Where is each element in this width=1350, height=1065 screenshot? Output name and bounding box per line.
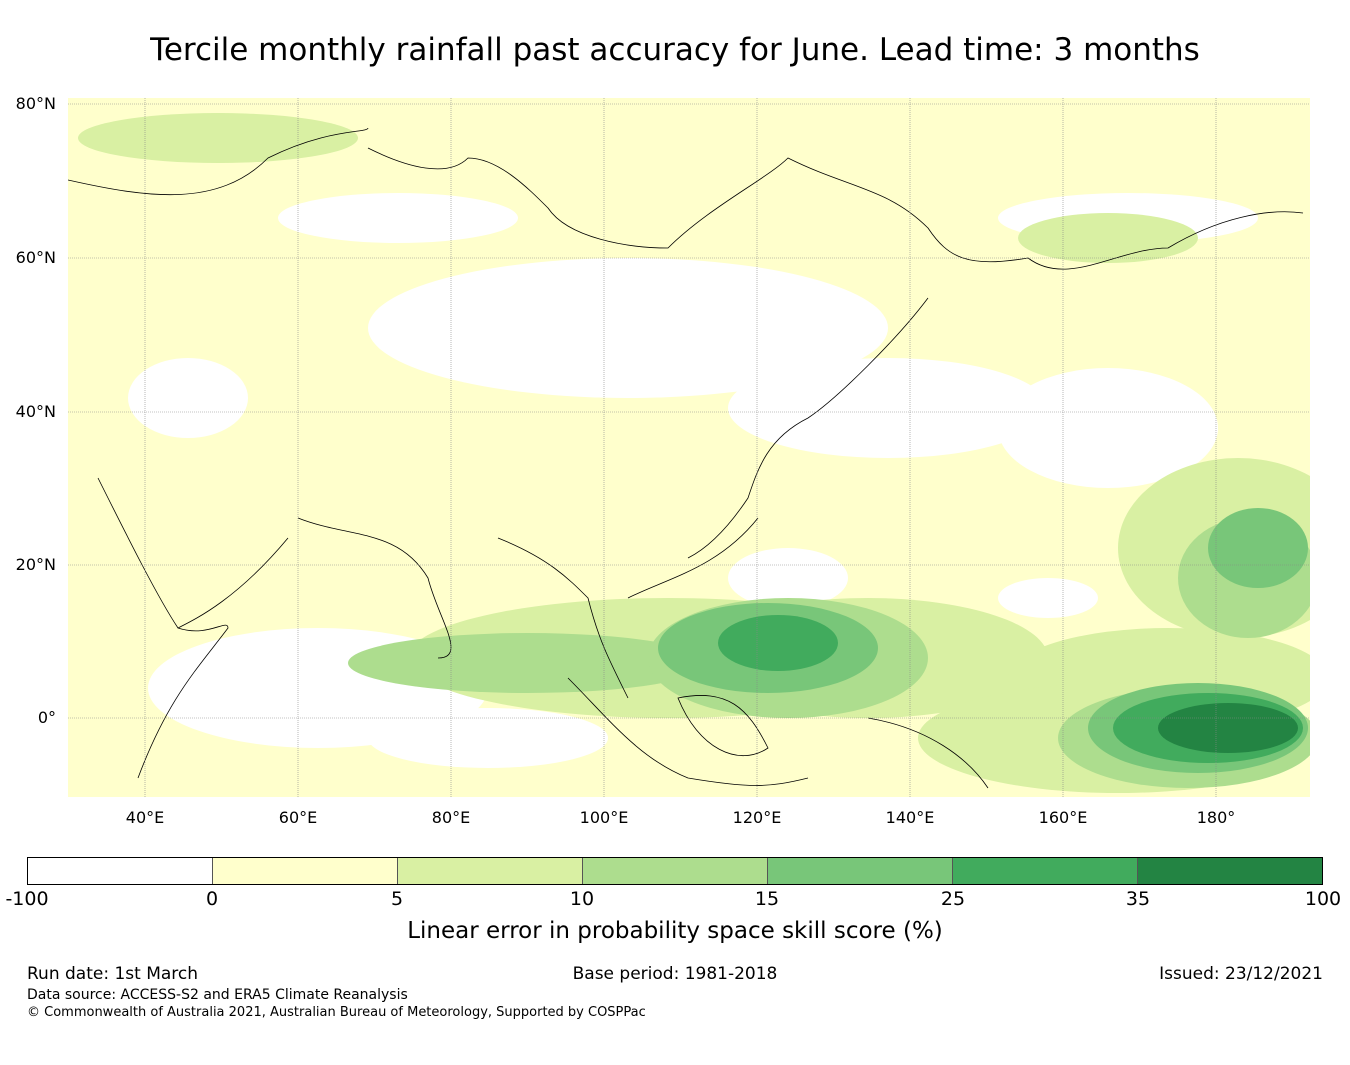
lon-label: 40°E — [125, 808, 165, 827]
lat-label: 60°N — [15, 248, 56, 267]
base-period: Base period: 1981-2018 — [572, 964, 778, 984]
lat-label: 80°N — [15, 94, 56, 113]
colorbar-tick: 0 — [205, 888, 219, 910]
lat-label: 40°N — [15, 402, 56, 421]
colorbar-tick: 5 — [390, 888, 404, 910]
gridlines — [68, 98, 1310, 797]
colorbar-tick: 100 — [1304, 888, 1342, 910]
lat-label: 20°N — [15, 555, 56, 574]
colorbar-bin — [213, 858, 398, 884]
colorbar-bin — [1138, 858, 1322, 884]
colorbar-tick: 15 — [754, 888, 780, 910]
lon-label: 160°E — [1038, 808, 1088, 827]
chart-title: Tercile monthly rainfall past accuracy f… — [150, 32, 1200, 68]
issued-date: Issued: 23/12/2021 — [1159, 964, 1323, 984]
colorbar-label: Linear error in probability space skill … — [407, 918, 943, 944]
run-date: Run date: 1st March — [27, 964, 199, 984]
lon-label: 80°E — [431, 808, 471, 827]
lon-label: 60°E — [278, 808, 318, 827]
data-source: Data source: ACCESS-S2 and ERA5 Climate … — [27, 987, 408, 1003]
colorbar-bin — [583, 858, 768, 884]
colorbar-tick: 35 — [1125, 888, 1151, 910]
lon-label: 140°E — [885, 808, 935, 827]
copyright: © Commonwealth of Australia 2021, Austra… — [27, 1005, 646, 1020]
colorbar — [27, 857, 1323, 885]
skill-map — [68, 98, 1310, 797]
colorbar-bin — [953, 858, 1138, 884]
colorbar-tick: 10 — [569, 888, 595, 910]
colorbar-bin — [28, 858, 213, 884]
lat-label: 0° — [37, 708, 56, 727]
colorbar-tick: -100 — [5, 888, 49, 910]
very-high-skill-areas — [1158, 703, 1298, 753]
lon-label: 180° — [1196, 808, 1236, 827]
colorbar-bin — [398, 858, 583, 884]
colorbar-tick: 25 — [940, 888, 966, 910]
lon-label: 100°E — [579, 808, 629, 827]
colorbar-bin — [768, 858, 953, 884]
lon-label: 120°E — [732, 808, 782, 827]
